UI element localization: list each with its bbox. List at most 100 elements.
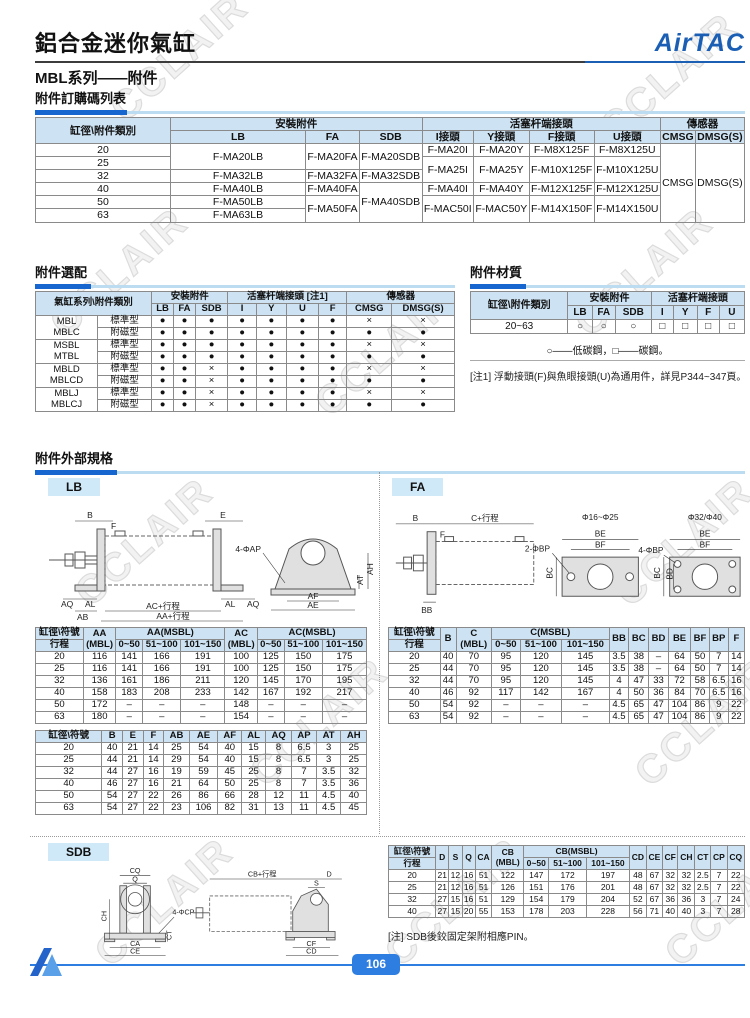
- table-cell: 27: [121, 766, 144, 779]
- table-cell: F-MA50FA: [305, 195, 360, 223]
- table-row: MBLD MBLCD 標準型 ● ● × ● ● ● ● × ×: [34, 363, 455, 388]
- column-header: 0~50: [523, 857, 550, 870]
- table-cell: ●: [150, 315, 175, 328]
- dimension-label: D: [327, 869, 332, 878]
- column-header: SDB: [194, 303, 229, 316]
- sdb-note: [注] SDB後鉸固定架附相應PIN。: [388, 932, 534, 943]
- flange-title: Φ16~Φ25: [582, 512, 619, 522]
- table-cell: 197: [585, 869, 631, 882]
- table-cell: ●: [150, 339, 175, 352]
- table-cell: ×: [194, 375, 229, 388]
- column-header: 101~150: [321, 639, 368, 652]
- table-cell: 70: [455, 675, 492, 688]
- section-ordering: 附件訂購碼列表: [35, 88, 745, 115]
- lb-dimension-table-1: 缸徑\符號 AA (MBL) AA(MSBL) AC (MBL) AC(MSBL) 行程 0…: [35, 627, 368, 724]
- table-cell: 64: [667, 663, 692, 676]
- table-cell: –: [321, 699, 368, 712]
- table-cell: 63: [35, 208, 171, 223]
- table-cell: ●: [150, 399, 175, 412]
- table-cell: 28: [241, 790, 266, 803]
- table-cell: 38: [628, 663, 650, 676]
- table-cell: DMSG(S): [694, 143, 746, 223]
- table-row: 32 136 161 186 211 120 145 170 195: [35, 675, 368, 688]
- table-cell: ×: [391, 339, 455, 352]
- dimension-label: AQ: [61, 599, 74, 609]
- table-cell: ●: [285, 375, 319, 388]
- table-cell: 14: [727, 663, 746, 676]
- table-cell: ●: [346, 399, 393, 412]
- table-cell: 40: [661, 905, 679, 918]
- column-header: 活塞杆端接頭: [650, 291, 746, 306]
- table-cell: 16: [142, 778, 165, 791]
- table-cell: 12: [448, 869, 463, 882]
- table-cell: 65: [628, 711, 650, 724]
- table-row: 40 46 27 16 21 64 50 25 8 7 3.5 36: [34, 778, 367, 791]
- table-cell: 54: [439, 699, 457, 712]
- table-cell: 21: [121, 742, 144, 755]
- table-cell: ●: [173, 351, 196, 364]
- table-cell: 55: [474, 905, 493, 918]
- table-cell: 50: [34, 790, 103, 803]
- table-cell: F-MA40LB: [170, 182, 306, 197]
- table-cell: F-MA63LB: [170, 208, 306, 223]
- table-cell: ●: [317, 339, 348, 352]
- sdb-drawing: CQ Q CH 4-ΦCP CT CA CE CB+行程 D S CF CD: [99, 866, 342, 956]
- table-cell: 14: [142, 754, 165, 767]
- table-row: 40 158 183 208 233 142 167 192 217: [35, 687, 368, 700]
- table-cell: 4.5: [315, 802, 342, 815]
- table-cell: 21: [163, 778, 190, 791]
- dimension-label: C+行程: [471, 513, 498, 523]
- column-header: 101~150: [180, 639, 226, 652]
- table-row: 缸徑\符號 AA (MBL) AA(MSBL) AC (MBL) AC(MSBL): [35, 627, 367, 652]
- table-row: 20 116 141 166 191 100 125 150 175: [35, 651, 368, 664]
- table-cell: 50: [690, 663, 710, 676]
- table-cell: ×: [346, 363, 393, 376]
- table-cell: F-M10X125U: [593, 156, 661, 184]
- table-cell: 195: [321, 675, 368, 688]
- table-cell: 9: [708, 699, 729, 712]
- column-header: DMSG(S): [391, 303, 455, 316]
- dimension-label: BD: [665, 568, 675, 580]
- table-cell: 20: [35, 143, 171, 158]
- table-cell: –: [490, 711, 521, 724]
- table-cell: ●: [227, 351, 257, 364]
- dimension-label: 4-ΦAP: [235, 544, 261, 554]
- table-cell: 7: [708, 651, 729, 664]
- table-cell: 32: [35, 169, 171, 184]
- table-cell: F-M8X125F: [528, 143, 595, 158]
- table-cell: 15: [241, 754, 266, 767]
- table-row: LB FA SDB I Y U F CMSG DMSG(S): [36, 303, 455, 316]
- dimension-label: BC: [652, 567, 662, 579]
- table-cell: 175: [321, 651, 368, 664]
- table-cell: 84: [667, 687, 692, 700]
- table-cell: 25: [388, 663, 441, 676]
- table-cell: 166: [142, 663, 182, 676]
- table-cell: 228: [585, 905, 631, 918]
- table-cell: 16: [727, 675, 746, 688]
- sdb-tag: SDB: [48, 843, 110, 861]
- dimension-label: BE: [699, 529, 711, 539]
- table-cell: 14: [727, 651, 746, 664]
- table-cell: 16: [461, 881, 476, 894]
- table-row: 32 44 27 16 19 59 45 25 8 7 3.5 32: [34, 766, 367, 779]
- table-cell: 66: [217, 790, 243, 803]
- underline-dark: [35, 110, 127, 115]
- table-cell: 14: [142, 742, 165, 755]
- table-cell: 116: [82, 651, 117, 664]
- table-cell: 48: [629, 881, 647, 894]
- table-row: 附磁型 ● ● ● ● ● ● ● ● ●: [36, 327, 455, 340]
- material-legend: ○——低碳鋼，□——碳鋼。: [470, 342, 745, 361]
- section-underline: [35, 470, 745, 475]
- table-cell: –: [561, 711, 610, 724]
- column-header: 缸徑\符號: [387, 845, 437, 858]
- column-header: CQ: [726, 845, 746, 870]
- dimension-label: CD: [306, 947, 316, 956]
- table-cell: 136: [82, 675, 117, 688]
- table-cell: □: [718, 319, 746, 334]
- dimension-label: AH: [365, 563, 375, 575]
- underline-light: [35, 111, 745, 114]
- table-cell: 3: [694, 893, 712, 906]
- dimension-label: E: [220, 510, 226, 520]
- dimension-label: AL: [85, 599, 96, 609]
- section-material: 附件材質: [470, 262, 745, 289]
